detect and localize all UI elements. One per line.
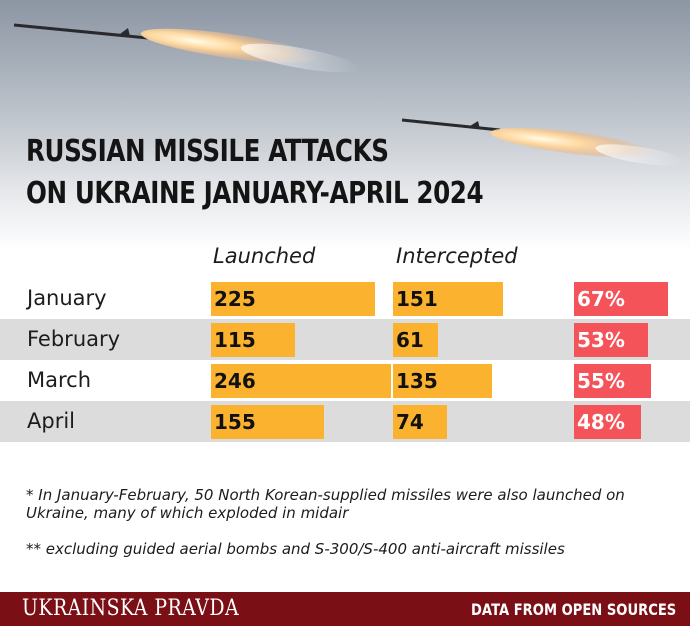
intercepted-bar bbox=[393, 404, 447, 439]
launched-value: 155 bbox=[214, 409, 256, 434]
ukrainska-pravda-logo: UKRAINSKA PRAVDA bbox=[22, 596, 240, 621]
month-label: January bbox=[27, 286, 107, 310]
footnote-north-korea: * In January-February, 50 North Korean-s… bbox=[26, 486, 625, 522]
footer-bar: UKRAINSKA PRAVDA DATA FROM OPEN SOURCES bbox=[0, 592, 690, 626]
launched-bar bbox=[211, 363, 391, 398]
missile-body-1 bbox=[13, 23, 149, 40]
launched-bar bbox=[211, 281, 375, 316]
interception-rate-value: 48% bbox=[577, 409, 625, 434]
month-label: April bbox=[27, 409, 75, 433]
interception-rate-bar bbox=[574, 363, 651, 398]
intercepted-bar bbox=[393, 322, 438, 357]
column-header-intercepted: Intercepted bbox=[396, 244, 518, 268]
intercepted-value: 61 bbox=[396, 327, 424, 352]
launched-value: 115 bbox=[214, 327, 256, 352]
interception-rate-bar bbox=[574, 404, 641, 439]
interception-rate-bar bbox=[574, 281, 668, 316]
month-label: March bbox=[27, 368, 92, 392]
intercepted-value: 74 bbox=[396, 409, 424, 434]
launched-value: 246 bbox=[214, 368, 256, 393]
intercepted-value: 135 bbox=[396, 368, 438, 393]
chart-title-line-1: RUSSIAN MISSILE ATTACKS bbox=[26, 134, 389, 169]
data-source-label: DATA FROM OPEN SOURCES bbox=[470, 600, 676, 619]
intercepted-bar bbox=[393, 363, 492, 398]
intercepted-value: 151 bbox=[396, 286, 438, 311]
chart-title-line-2: ON UKRAINE JANUARY-APRIL 2024 bbox=[26, 176, 484, 211]
launched-bar bbox=[211, 322, 295, 357]
missile-body-2 bbox=[401, 118, 501, 132]
launched-value: 225 bbox=[214, 286, 256, 311]
footnote-exclusions: ** excluding guided aerial bombs and S-3… bbox=[26, 540, 565, 558]
interception-rate-value: 55% bbox=[577, 368, 625, 393]
hero-photo bbox=[0, 0, 690, 250]
intercepted-bar bbox=[393, 281, 503, 316]
interception-rate-value: 67% bbox=[577, 286, 625, 311]
launched-bar bbox=[211, 404, 324, 439]
missile-illustration bbox=[13, 23, 685, 166]
interception-rate-bar bbox=[574, 322, 648, 357]
month-label: February bbox=[27, 327, 121, 351]
interception-rate-value: 53% bbox=[577, 327, 625, 352]
column-header-launched: Launched bbox=[213, 244, 316, 268]
missile-attacks-chart: January 225 151 67% February 115 61 53% March 246… bbox=[0, 278, 690, 442]
